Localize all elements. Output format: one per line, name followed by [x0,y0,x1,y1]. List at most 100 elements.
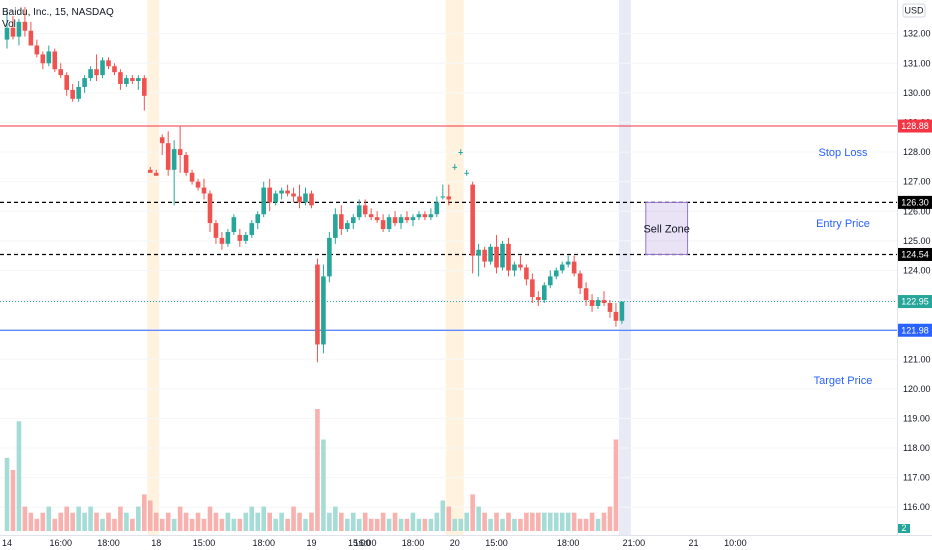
candle-3[interactable] [22,7,28,37]
candle-24[interactable] [147,166,153,173]
candle-41[interactable] [249,220,255,238]
candle-77[interactable] [464,169,469,176]
candle-59[interactable] [356,199,362,221]
candle-84[interactable] [506,237,511,277]
candle-96[interactable] [577,270,583,295]
candle-32[interactable] [195,178,201,191]
candle-50[interactable] [303,187,308,206]
candle-11[interactable] [70,83,75,102]
candle-73[interactable] [440,184,446,200]
candle-23[interactable] [142,75,147,111]
candle-8[interactable] [52,48,58,73]
candle-62[interactable] [374,211,380,224]
candle-37[interactable] [225,229,231,247]
candle-49[interactable] [297,184,302,209]
candle-69[interactable] [416,211,422,221]
candle-27[interactable] [165,131,171,176]
candle-71[interactable] [428,208,434,221]
candle-14[interactable] [88,66,93,82]
candle-22[interactable] [136,75,141,90]
candle-33[interactable] [201,178,207,200]
candle-26[interactable] [159,134,165,156]
candle-76[interactable] [458,149,464,156]
candle-57[interactable] [344,220,350,232]
candle-88[interactable] [530,273,535,304]
candle-102[interactable] [613,303,619,327]
candle-5[interactable] [34,39,40,58]
candle-83[interactable] [500,240,505,271]
candle-95[interactable] [571,255,577,277]
candle-94[interactable] [565,255,571,268]
candle-90[interactable] [542,282,547,304]
candle-44[interactable] [267,178,272,212]
candle-99[interactable] [595,297,601,309]
candle-1[interactable] [10,15,16,40]
candle-55[interactable] [333,208,338,244]
candle-38[interactable] [231,214,237,235]
candle-86[interactable] [518,255,523,271]
candle-28[interactable] [171,140,177,206]
candle-101[interactable] [607,300,613,318]
candle-93[interactable] [559,261,565,274]
candle-58[interactable] [350,214,356,230]
candle-30[interactable] [183,152,189,176]
candle-79[interactable] [476,243,481,277]
candle-7[interactable] [46,45,52,67]
candle-2[interactable] [16,18,22,46]
candle-80[interactable] [482,246,487,268]
candle-61[interactable] [368,208,374,221]
candle-39[interactable] [237,229,243,247]
candle-43[interactable] [261,181,267,218]
candle-12[interactable] [76,81,81,102]
candle-42[interactable] [255,211,261,230]
candle-4[interactable] [28,21,34,46]
candle-48[interactable] [291,187,296,203]
candle-66[interactable] [398,214,404,230]
candle-65[interactable] [392,211,398,227]
price-axis[interactable]: 132.00131.00130.00129.00128.00127.00126.… [903,29,931,513]
candle-16[interactable] [100,57,105,79]
candle-54[interactable] [327,231,332,283]
candle-85[interactable] [512,261,517,277]
candle-40[interactable] [243,231,249,244]
candle-103[interactable] [619,301,625,324]
candle-18[interactable] [112,63,117,76]
candle-20[interactable] [124,75,129,87]
candle-75[interactable] [452,163,458,170]
candle-78[interactable] [470,181,475,274]
candle-36[interactable] [219,231,225,250]
candle-25[interactable] [153,169,159,176]
candle-100[interactable] [601,291,607,306]
candle-91[interactable] [547,270,553,289]
candle-67[interactable] [404,211,410,224]
candle-29[interactable] [177,125,183,173]
candle-64[interactable] [386,214,392,232]
candle-21[interactable] [130,75,135,84]
candle-63[interactable] [380,214,386,232]
candle-51[interactable] [309,190,314,209]
candle-56[interactable] [339,205,344,235]
candle-89[interactable] [536,291,541,306]
currency-badge[interactable]: USD [902,3,926,18]
candle-10[interactable] [64,72,69,96]
candle-47[interactable] [285,184,290,197]
candle-68[interactable] [410,214,416,227]
candle-34[interactable] [207,190,213,232]
candle-45[interactable] [273,190,278,206]
candle-81[interactable] [488,243,493,265]
candle-70[interactable] [422,211,428,221]
candle-82[interactable] [494,234,499,274]
candle-97[interactable] [583,282,589,306]
candle-9[interactable] [58,63,64,79]
candle-53[interactable] [321,264,326,354]
candles[interactable] [4,7,625,363]
candle-92[interactable] [553,267,559,280]
candle-72[interactable] [434,196,440,218]
candle-60[interactable] [362,199,368,218]
candle-15[interactable] [94,54,99,82]
candle-17[interactable] [106,57,111,70]
candle-13[interactable] [82,75,87,93]
candle-46[interactable] [279,187,284,200]
candle-74[interactable] [446,184,452,206]
